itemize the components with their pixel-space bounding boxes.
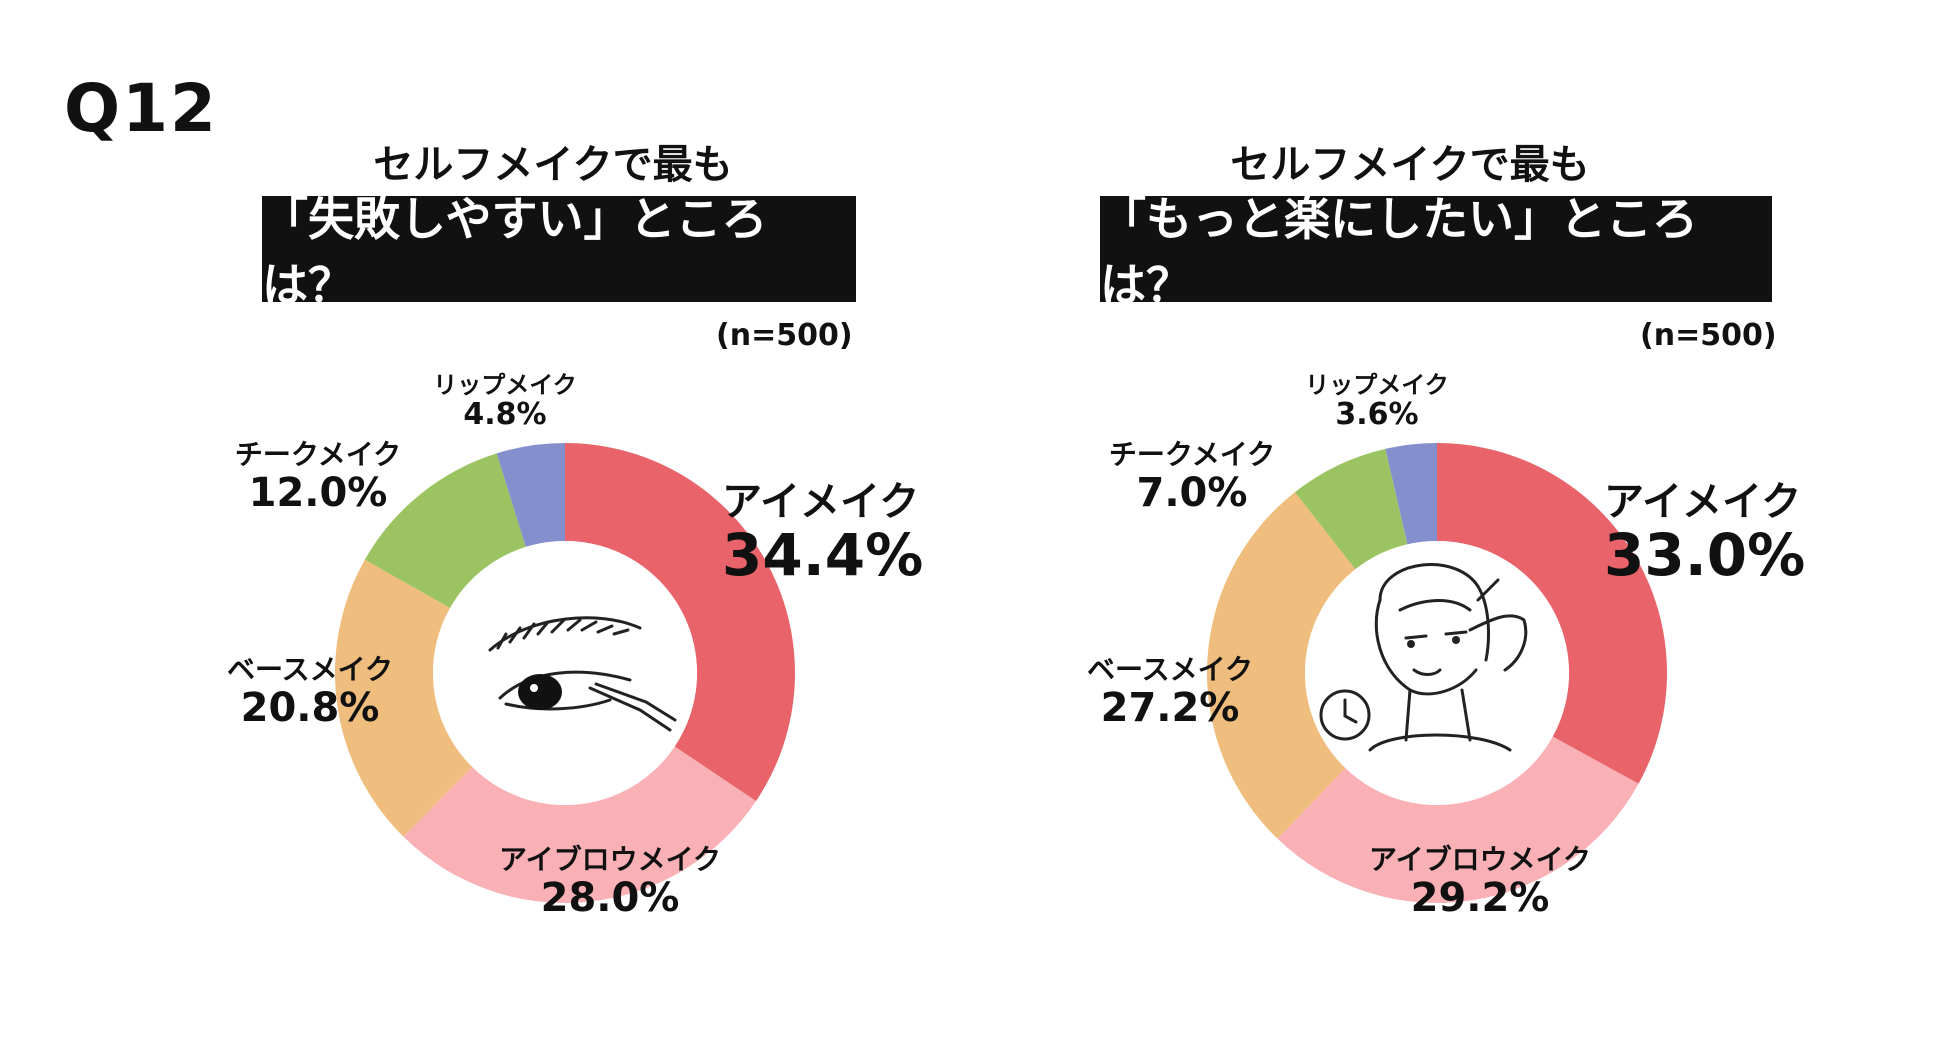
slice-label-name: ベースメイク <box>1086 653 1254 686</box>
donut-slice-eye <box>1437 443 1667 784</box>
chart-panel-left: セルフメイクで最も 「失敗しやすい」ところは？ (n=500) アイメイク 34… <box>210 142 923 921</box>
eye-illustration <box>488 616 677 732</box>
slice-label-brow: アイブロウメイク 29.2% <box>1340 843 1620 921</box>
chart-subtitle: セルフメイクで最も <box>373 142 733 188</box>
slice-label-name: アイメイク <box>1604 479 1802 525</box>
donut-slice-base <box>1207 492 1356 839</box>
slice-label-name: ベースメイク <box>226 653 394 686</box>
chart-title: 「もっと楽にしたい」ところは？ <box>1100 192 1772 312</box>
slice-label-value: 28.0% <box>540 874 680 921</box>
slice-label-name: アイメイク <box>722 479 920 525</box>
donut-slice-lip <box>1385 443 1437 545</box>
clock-icon <box>1319 689 1371 741</box>
slice-label-value: 33.0% <box>1604 521 1806 589</box>
sample-size: (n=500) <box>1640 318 1777 353</box>
woman-clock-illustration <box>1319 563 1528 752</box>
slice-label-value: 12.0% <box>248 469 388 516</box>
slice-label-value: 29.2% <box>1410 874 1550 921</box>
slice-label-base: ベースメイク 20.8% <box>210 653 410 731</box>
slice-label-value: 20.8% <box>240 684 380 731</box>
chart-panel-right: セルフメイクで最も 「もっと楽にしたい」ところは？ (n=500) アイメイク … <box>870 0 1845 1053</box>
donut-slice-cheek <box>1294 448 1408 570</box>
donut-slice-eye <box>565 443 795 802</box>
slice-label-name: リップメイク <box>1305 371 1449 399</box>
chart-title: 「失敗しやすい」ところは？ <box>262 192 856 312</box>
question-label: Q12 <box>64 70 218 147</box>
slice-label-value: 4.8% <box>463 397 547 433</box>
slice-label-base: ベースメイク 27.2% <box>1070 653 1270 731</box>
slice-label-name: アイブロウメイク <box>498 843 722 876</box>
chart-subtitle: セルフメイクで最も <box>1230 142 1590 188</box>
donut-slice-lip <box>496 443 565 547</box>
slice-label-value: 7.0% <box>1136 469 1248 516</box>
slice-label-value: 27.2% <box>1100 684 1240 731</box>
donut-slice-base <box>335 559 473 837</box>
donut-slice-cheek <box>364 453 526 608</box>
slice-label-name: アイブロウメイク <box>1368 843 1592 876</box>
donut-slice-brow <box>403 746 757 903</box>
slice-label-eye: アイメイク 33.0% <box>1604 480 1805 588</box>
slice-label-name: チークメイク <box>234 438 402 471</box>
slice-label-lip: リップメイク 4.8% <box>430 371 580 433</box>
slice-label-cheek: チークメイク 12.0% <box>218 438 418 516</box>
slice-label-cheek: チークメイク 7.0% <box>1092 438 1292 516</box>
slice-label-name: リップメイク <box>433 371 577 399</box>
donut-slice-brow <box>1277 736 1639 903</box>
slice-label-value: 3.6% <box>1335 397 1419 433</box>
slice-label-lip: リップメイク 3.6% <box>1302 371 1452 433</box>
slice-label-brow: アイブロウメイク 28.0% <box>470 843 750 921</box>
slice-label-eye: アイメイク 34.4% <box>722 480 923 588</box>
sample-size: (n=500) <box>716 318 853 353</box>
slice-label-name: チークメイク <box>1108 438 1276 471</box>
slice-label-value: 34.4% <box>722 521 924 589</box>
